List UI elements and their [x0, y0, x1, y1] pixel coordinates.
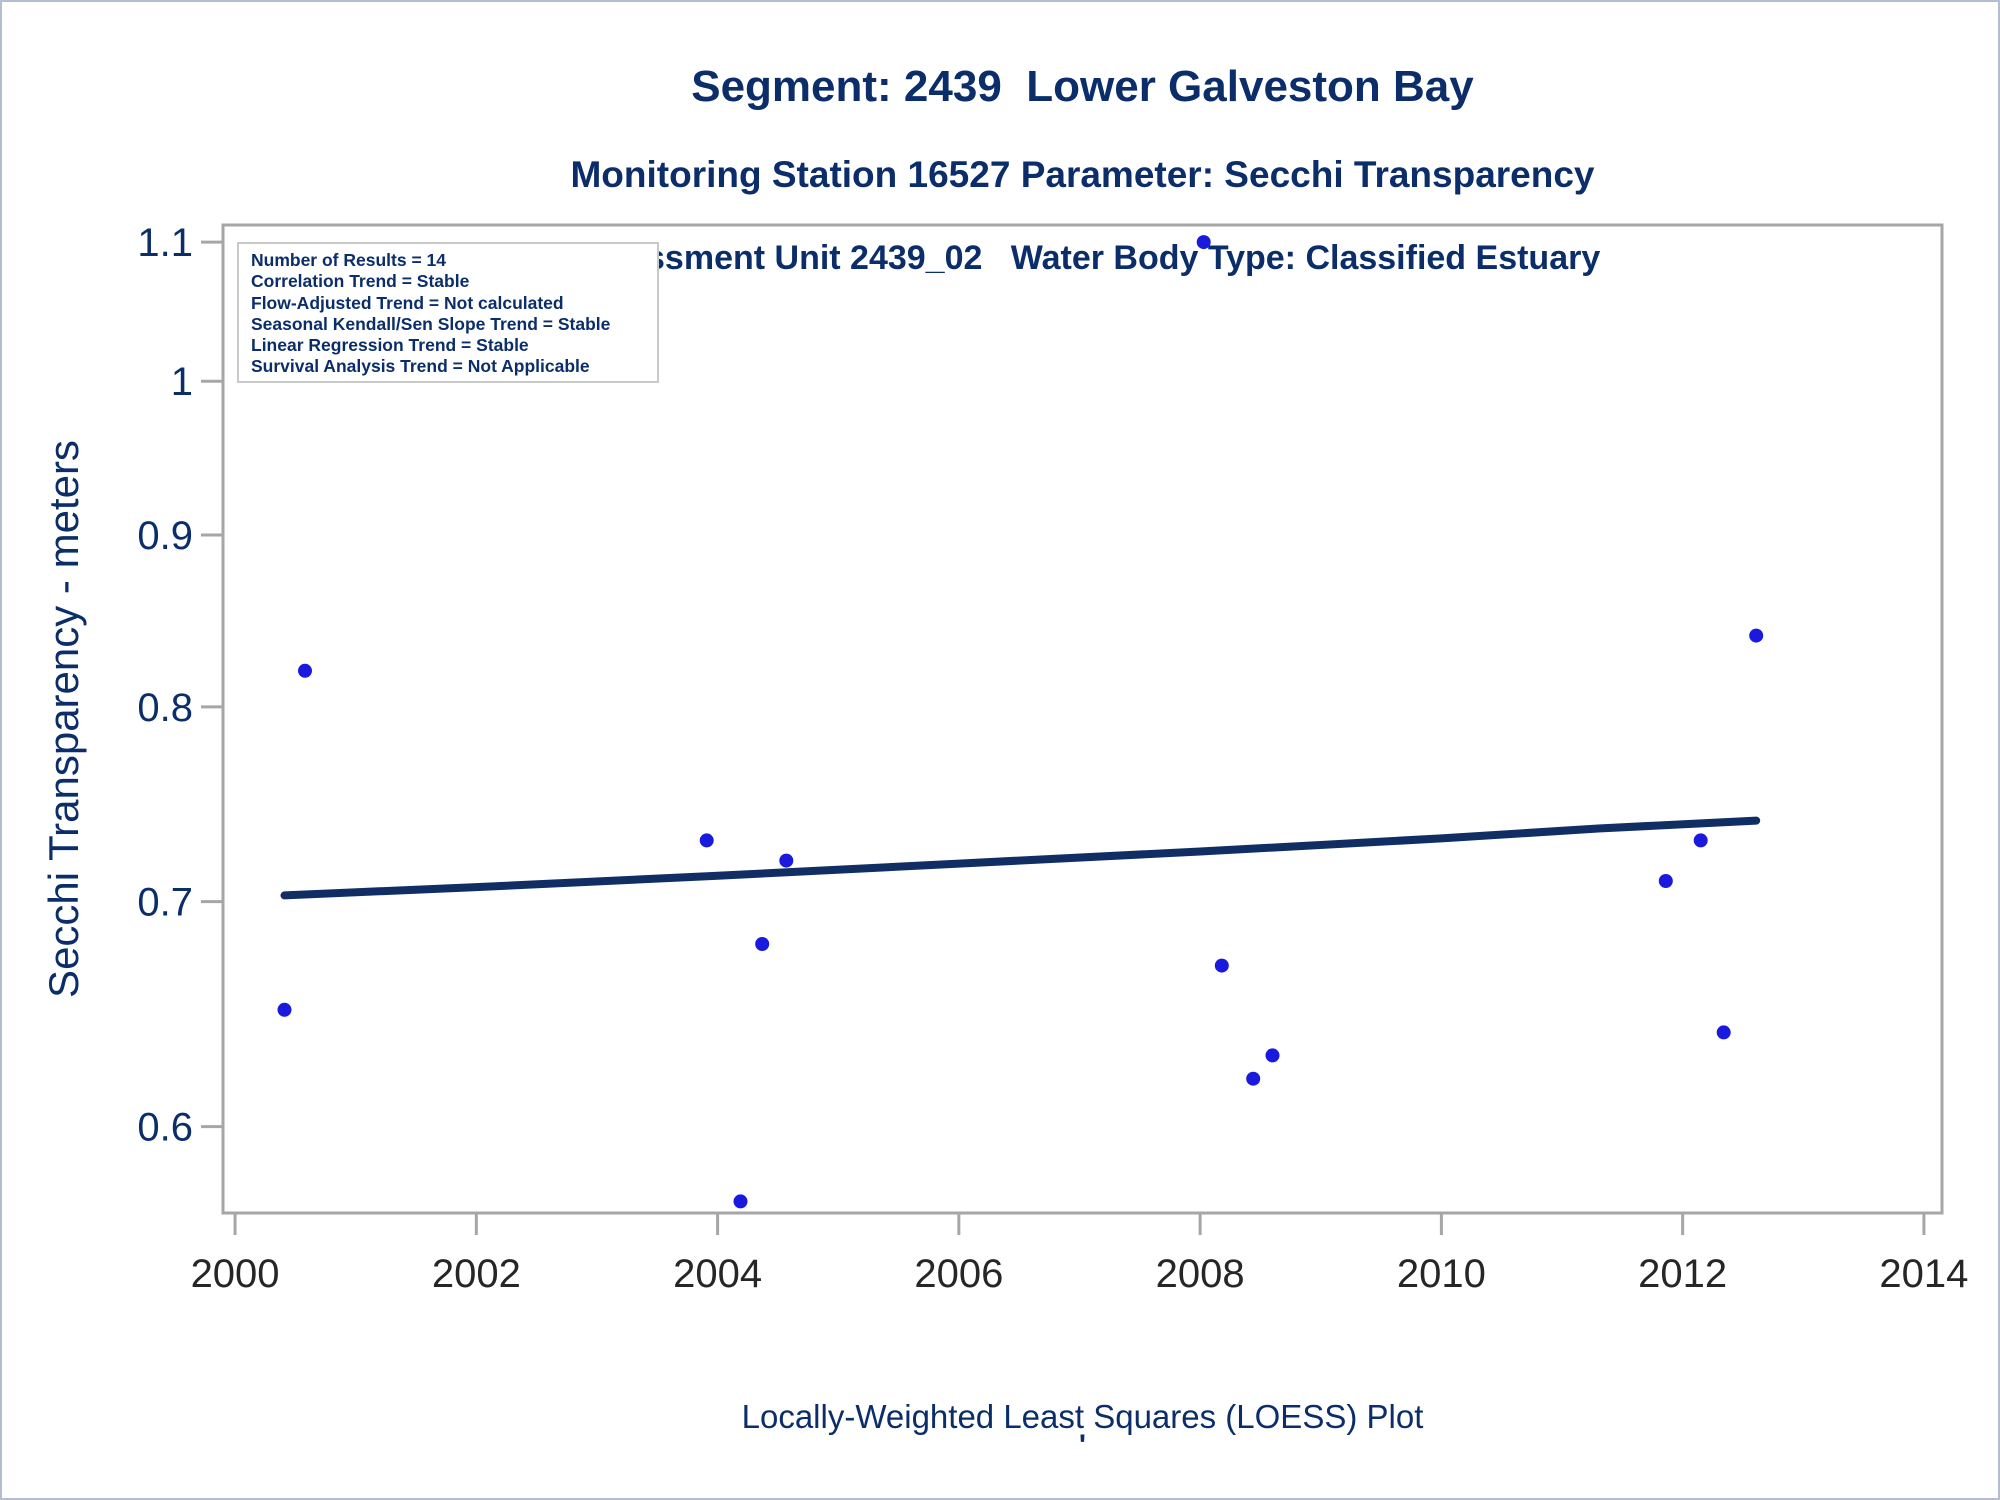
y-tick-label: 1: [171, 360, 193, 404]
stats-line: Survival Analysis Trend = Not Applicable: [251, 356, 590, 377]
data-point: [1716, 1025, 1731, 1040]
data-point: [1214, 958, 1229, 973]
data-point: [1246, 1071, 1261, 1086]
plot-frame: [221, 223, 1944, 1215]
data-point: [733, 1194, 748, 1209]
loess-trend-line: [280, 816, 1761, 900]
y-tick-label: 0.7: [137, 881, 193, 925]
stats-line: Linear Regression Trend = Stable: [251, 335, 529, 356]
x-tick-label: 2010: [1397, 1252, 1486, 1296]
data-point: [1265, 1048, 1280, 1063]
y-tick-label: 0.6: [137, 1106, 193, 1150]
data-point: [1693, 833, 1708, 848]
y-tick-label: 0.9: [137, 514, 193, 558]
x-tick-label: 2008: [1156, 1252, 1245, 1296]
data-point: [699, 833, 714, 848]
chart-title-line2: Monitoring Station 16527 Parameter: Secc…: [570, 154, 1595, 196]
x-tick-label: 2012: [1638, 1252, 1727, 1296]
data-point: [277, 1002, 292, 1017]
footer-caption: Locally-Weighted Least Squares (LOESS) P…: [741, 1398, 1424, 1435]
stats-line: Correlation Trend = Stable: [251, 271, 470, 292]
trend-stats-box: Number of Results = 14 Correlation Trend …: [237, 242, 659, 383]
y-tick-label: 1.1: [137, 221, 193, 265]
data-point: [1658, 874, 1673, 888]
chart-title-line1: Segment: 2439 Lower Galveston Bay: [691, 62, 1474, 111]
x-tick-label: 2006: [914, 1252, 1003, 1296]
stats-line: Number of Results = 14: [251, 250, 446, 270]
stats-line: Seasonal Kendall/Sen Slope Trend = Stabl…: [251, 313, 611, 334]
x-tick-label: 2004: [673, 1252, 762, 1296]
data-point: [1196, 235, 1211, 250]
y-tick-label: 0.8: [137, 686, 193, 730]
data-point: [298, 663, 312, 678]
data-point: [1749, 628, 1764, 643]
x-tick-label: 2002: [432, 1252, 521, 1296]
x-tick-label: 2014: [1879, 1252, 1968, 1296]
x-tick-label: 2000: [191, 1252, 280, 1296]
data-point: [755, 937, 770, 951]
data-point: [779, 853, 794, 868]
footer-tick-mark: ': [1078, 1429, 1087, 1462]
stats-line: Flow-Adjusted Trend = Not calculated: [251, 292, 564, 313]
chart-titles: Segment: 2439 Lower Galveston Bay Monito…: [223, 26, 1942, 313]
